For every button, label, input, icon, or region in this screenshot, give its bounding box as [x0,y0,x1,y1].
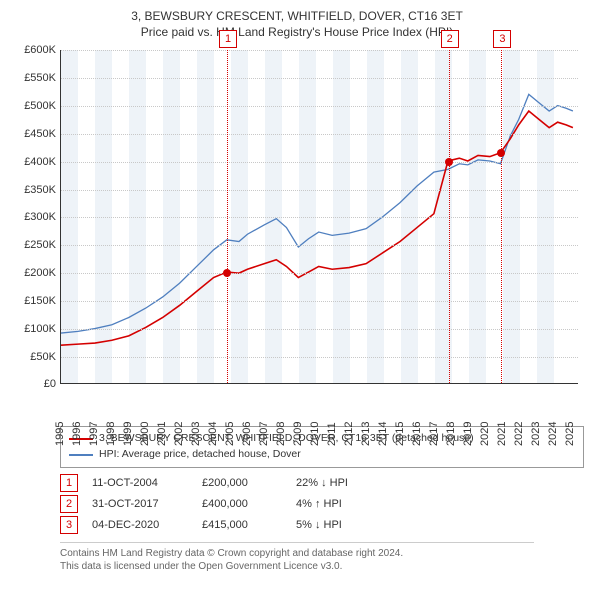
marker-dot [445,158,453,166]
marker-line [501,50,502,383]
x-tick-label: 1998 [105,416,117,446]
legend-row: HPI: Average price, detached house, Dove… [69,447,575,463]
y-tick-label: £50K [10,351,56,363]
x-tick-label: 2000 [139,416,151,446]
note-badge: 1 [60,474,78,492]
note-delta: 5% ↓ HPI [296,519,342,531]
y-tick-label: £100K [10,323,56,335]
x-tick-label: 2016 [411,416,423,446]
x-tick-label: 2004 [207,416,219,446]
x-tick-label: 2020 [479,416,491,446]
x-tick-label: 2010 [309,416,321,446]
footer-line-1: Contains HM Land Registry data © Crown c… [60,547,534,561]
note-badge: 2 [60,495,78,513]
y-tick-label: £400K [10,156,56,168]
x-tick-label: 2012 [343,416,355,446]
note-row: 3 04-DEC-2020 £415,000 5% ↓ HPI [60,516,584,534]
marker-badge: 2 [441,30,459,48]
marker-dot [223,269,231,277]
x-tick-label: 2005 [224,416,236,446]
y-tick-label: £600K [10,44,56,56]
note-date: 11-OCT-2004 [92,477,188,489]
x-tick-label: 2013 [360,416,372,446]
y-tick-label: £0 [10,378,56,390]
x-tick-label: 2022 [513,416,525,446]
note-price: £400,000 [202,498,282,510]
transaction-notes: 1 11-OCT-2004 £200,000 22% ↓ HPI 2 31-OCT-201… [60,474,584,534]
note-row: 2 31-OCT-2017 £400,000 4% ↑ HPI [60,495,584,513]
note-delta: 22% ↓ HPI [296,477,348,489]
footer: Contains HM Land Registry data © Crown c… [60,542,534,574]
x-tick-label: 1995 [54,416,66,446]
legend-label: HPI: Average price, detached house, Dove… [99,447,301,463]
y-tick-label: £500K [10,100,56,112]
note-price: £415,000 [202,519,282,531]
x-tick-label: 2021 [496,416,508,446]
x-tick-label: 2003 [190,416,202,446]
series-line [61,111,573,345]
note-date: 04-DEC-2020 [92,519,188,531]
note-delta: 4% ↑ HPI [296,498,342,510]
x-tick-label: 2023 [530,416,542,446]
x-tick-label: 1999 [122,416,134,446]
x-tick-label: 2008 [275,416,287,446]
x-tick-label: 2018 [445,416,457,446]
x-tick-label: 1996 [71,416,83,446]
x-tick-label: 2017 [428,416,440,446]
x-tick-label: 2011 [326,416,338,446]
marker-dot [497,149,505,157]
x-tick-label: 2014 [377,416,389,446]
note-badge: 3 [60,516,78,534]
legend-swatch [69,454,93,456]
x-tick-label: 2015 [394,416,406,446]
note-price: £200,000 [202,477,282,489]
x-tick-label: 2009 [292,416,304,446]
y-tick-label: £350K [10,184,56,196]
x-tick-label: 2024 [547,416,559,446]
y-tick-label: £200K [10,267,56,279]
chart-title-1: 3, BEWSBURY CRESCENT, WHITFIELD, DOVER, … [10,8,584,24]
x-tick-label: 2001 [156,416,168,446]
series-line [61,95,573,334]
x-tick-label: 2006 [241,416,253,446]
note-row: 1 11-OCT-2004 £200,000 22% ↓ HPI [60,474,584,492]
marker-line [227,50,228,383]
x-tick-label: 2025 [564,416,576,446]
footer-line-2: This data is licensed under the Open Gov… [60,560,534,574]
x-tick-label: 1997 [88,416,100,446]
y-tick-label: £550K [10,72,56,84]
x-tick-label: 2002 [173,416,185,446]
y-tick-label: £300K [10,211,56,223]
chart-area: £0 £50K £100K £150K £200K £250K £300K £350K £400… [10,46,584,416]
plot-region: 123 [60,50,578,384]
y-tick-label: £450K [10,128,56,140]
marker-badge: 1 [219,30,237,48]
y-tick-label: £250K [10,239,56,251]
x-tick-label: 2019 [462,416,474,446]
note-date: 31-OCT-2017 [92,498,188,510]
y-tick-label: £150K [10,295,56,307]
x-tick-label: 2007 [258,416,270,446]
marker-line [449,50,450,383]
marker-badge: 3 [493,30,511,48]
